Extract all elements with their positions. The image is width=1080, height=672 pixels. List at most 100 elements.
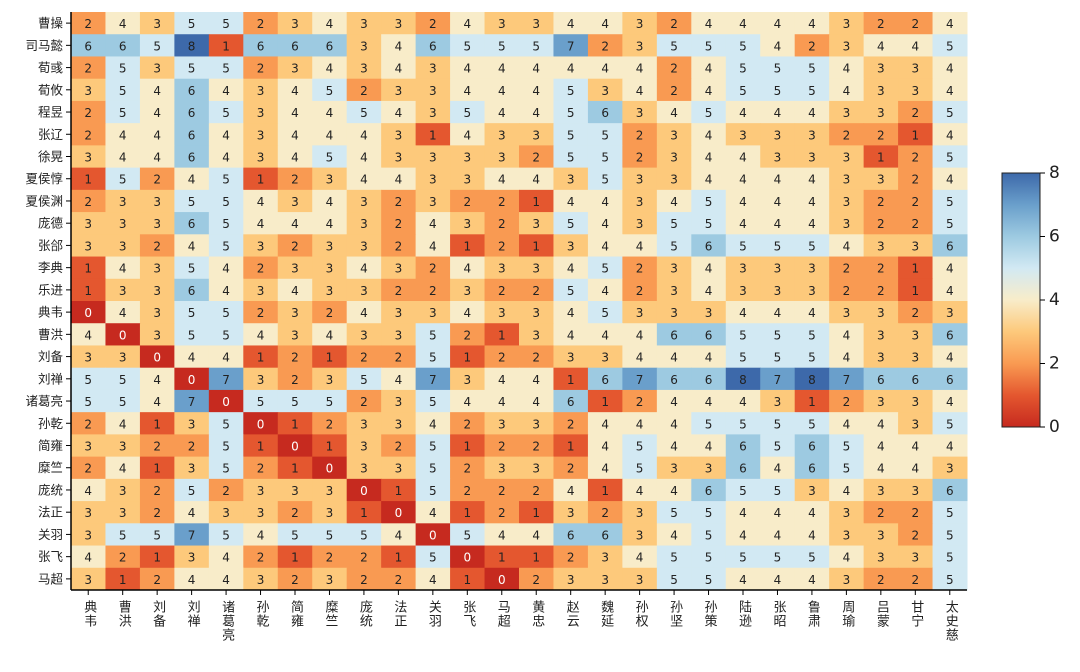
heatmap-cell [484, 501, 520, 524]
heatmap-cell [829, 389, 865, 413]
x-tick-label: 典韦 [81, 600, 97, 628]
heatmap-cell [932, 523, 968, 547]
heatmap-cell [139, 12, 175, 35]
cell-value-label: 2 [360, 84, 368, 98]
heatmap-cell [794, 567, 830, 591]
heatmap-cell [208, 100, 244, 124]
cell-value-label: 5 [601, 262, 609, 276]
heatmap-cell [898, 256, 934, 280]
heatmap-cell [932, 301, 968, 324]
heatmap-cell [898, 123, 934, 146]
cell-value-label: 4 [153, 84, 161, 98]
heatmap-cell [139, 345, 175, 369]
cell-value-label: 3 [739, 284, 747, 298]
cell-value-label: 4 [808, 528, 816, 542]
cell-value-label: 4 [326, 217, 334, 231]
heatmap-cell [484, 389, 520, 413]
cell-value-label: 2 [567, 417, 575, 431]
cell-value-label: 3 [119, 440, 127, 454]
heatmap-cell [105, 234, 141, 258]
heatmap-cell [863, 100, 899, 124]
heatmap-cell [381, 12, 417, 35]
cell-value-label: 4 [153, 395, 161, 409]
cell-value-label: 5 [326, 151, 334, 165]
heatmap-cell [415, 501, 451, 524]
heatmap-cell [656, 234, 692, 258]
cell-value-label: 1 [119, 573, 127, 587]
heatmap-cell [71, 278, 106, 302]
cell-value-label: 4 [739, 106, 747, 120]
cell-value-label: 2 [257, 551, 265, 565]
cell-value-label: 5 [670, 551, 678, 565]
heatmap-cell [415, 545, 451, 569]
heatmap-cell [415, 523, 451, 547]
cell-value-label: 5 [188, 328, 196, 342]
heatmap-cell [174, 456, 210, 480]
cell-value-label: 6 [601, 106, 609, 120]
cell-value-label: 2 [911, 151, 919, 165]
heatmap-cell [725, 167, 761, 191]
cell-value-label: 3 [636, 528, 644, 542]
cell-value-label: 2 [360, 573, 368, 587]
heatmap-cell [691, 78, 727, 102]
heatmap-cell [656, 545, 692, 569]
cell-value-label: 3 [877, 62, 885, 76]
cell-value-label: 4 [532, 106, 540, 120]
cell-value-label: 1 [291, 462, 299, 476]
cell-value-label: 3 [636, 17, 644, 31]
heatmap-cell [450, 389, 486, 413]
cell-value-label: 2 [877, 506, 885, 520]
heatmap-cell [691, 34, 727, 57]
cell-value-label: 4 [532, 395, 540, 409]
heatmap-cell [174, 256, 210, 280]
heatmap-cell [932, 478, 968, 502]
cell-value-label: 3 [636, 573, 644, 587]
cell-value-label: 5 [705, 39, 713, 53]
cell-value-label: 1 [153, 551, 161, 565]
heatmap-cell [312, 323, 348, 346]
heatmap-cell [519, 323, 554, 346]
cell-value-label: 2 [119, 551, 127, 565]
heatmap-cell [243, 145, 279, 169]
heatmap-cell [208, 189, 244, 213]
heatmap-cell [277, 212, 313, 235]
heatmap-cell [243, 34, 279, 57]
heatmap-cell [587, 389, 623, 413]
heatmap-cell [863, 256, 899, 280]
cell-value-label: 5 [843, 462, 851, 476]
cell-value-label: 3 [843, 573, 851, 587]
cell-value-label: 2 [153, 484, 161, 498]
heatmap-cell [656, 145, 692, 169]
heatmap-cell [656, 412, 692, 435]
heatmap-cell [794, 345, 830, 369]
x-tick-label: 赵云 [563, 600, 579, 628]
cell-value-label: 3 [877, 106, 885, 120]
cell-value-label: 5 [946, 506, 954, 520]
cell-value-label: 4 [326, 62, 334, 76]
cell-value-label: 6 [326, 39, 334, 53]
cell-value-label: 2 [257, 62, 265, 76]
cell-value-label: 2 [291, 373, 299, 387]
cell-value-label: 5 [946, 39, 954, 53]
cell-value-label: 3 [119, 351, 127, 365]
heatmap-cell [312, 123, 348, 146]
cell-value-label: 4 [567, 62, 575, 76]
cell-value-label: 3 [429, 84, 437, 98]
cell-value-label: 4 [498, 373, 506, 387]
heatmap-cell [587, 434, 623, 458]
cell-value-label: 3 [843, 151, 851, 165]
cell-value-label: 2 [877, 195, 885, 209]
heatmap-cell [725, 367, 761, 391]
heatmap-cell [484, 56, 520, 80]
heatmap-cell [208, 345, 244, 369]
cell-value-label: 5 [946, 417, 954, 431]
cell-value-label: 4 [774, 528, 782, 542]
cell-value-label: 3 [567, 173, 575, 187]
heatmap-cell [622, 389, 658, 413]
y-tick-label: 法正 [38, 505, 63, 520]
cell-value-label: 6 [705, 328, 713, 342]
heatmap-cell [622, 523, 658, 547]
cell-value-label: 4 [257, 217, 265, 231]
heatmap-cell [898, 478, 934, 502]
heatmap-cell [691, 301, 727, 324]
